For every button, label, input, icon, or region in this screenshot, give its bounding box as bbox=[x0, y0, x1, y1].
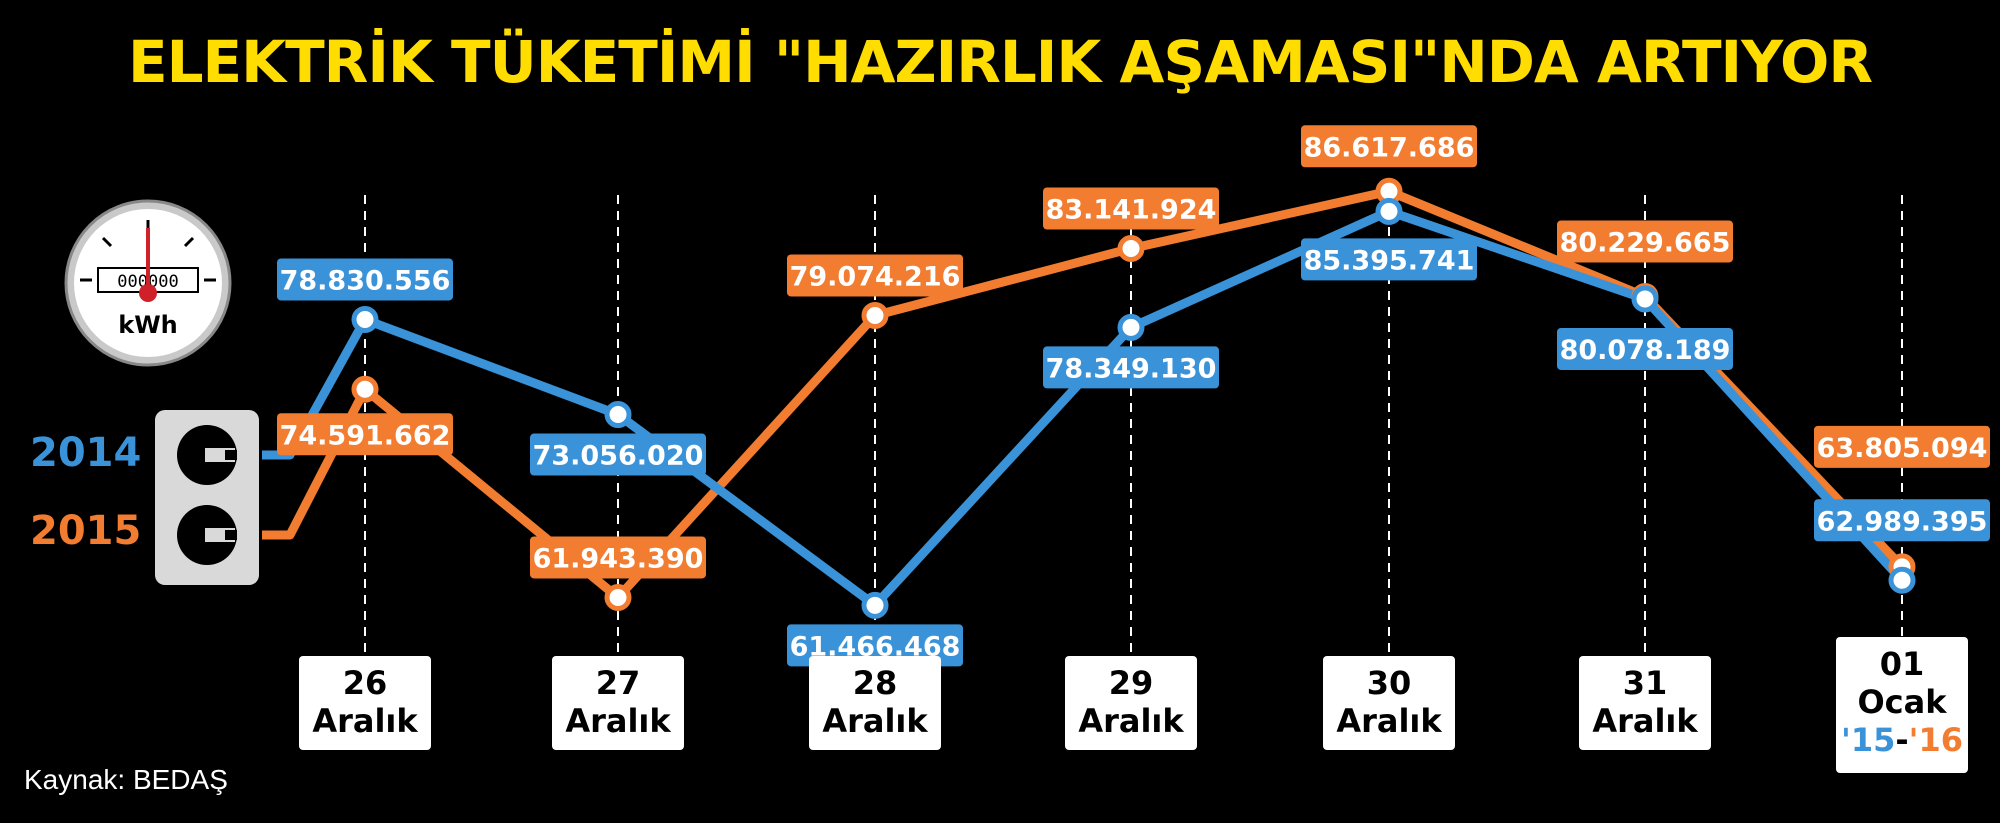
date-label: 01 Ocak '15-'16 bbox=[1836, 637, 1968, 773]
date-month: Aralık bbox=[1078, 702, 1184, 740]
data-label-2015: 80.229.665 bbox=[1557, 220, 1733, 263]
data-labels: 78.830.55673.056.02061.466.46878.349.130… bbox=[277, 125, 1990, 667]
svg-text:79.074.216: 79.074.216 bbox=[790, 261, 961, 292]
series-line-2014 bbox=[262, 206, 1906, 610]
data-label-2015: 79.074.216 bbox=[787, 254, 963, 297]
svg-text:78.349.130: 78.349.130 bbox=[1046, 353, 1217, 384]
date-label: 27 Aralık bbox=[552, 656, 684, 750]
date-label: 28 Aralık bbox=[809, 656, 941, 750]
data-label-2014: 62.989.395 bbox=[1814, 499, 1990, 542]
meter-unit: kWh bbox=[118, 311, 178, 339]
date-month: Ocak bbox=[1857, 683, 1947, 721]
electricity-meter-icon: 000000 kWh bbox=[64, 199, 232, 367]
svg-text:61.943.390: 61.943.390 bbox=[533, 543, 704, 574]
data-point-2015 bbox=[1117, 235, 1145, 263]
svg-text:78.830.556: 78.830.556 bbox=[280, 265, 451, 296]
svg-text:80.078.189: 80.078.189 bbox=[1560, 335, 1731, 366]
source-note: Kaynak: BEDAŞ bbox=[24, 764, 228, 795]
date-day: 27 bbox=[595, 664, 641, 702]
data-label-2015: 61.943.390 bbox=[530, 536, 706, 579]
data-label-2015: 83.141.924 bbox=[1043, 187, 1219, 230]
date-label: 31 Aralık bbox=[1579, 656, 1711, 750]
data-label-2014: 80.078.189 bbox=[1557, 327, 1733, 370]
data-point-2014 bbox=[604, 401, 632, 429]
svg-text:73.056.020: 73.056.020 bbox=[533, 441, 704, 472]
legend-2015: 2015 bbox=[30, 508, 142, 554]
date-label: 30 Aralık bbox=[1323, 656, 1455, 750]
data-label-2014: 73.056.020 bbox=[530, 433, 706, 476]
data-point-2015 bbox=[604, 583, 632, 611]
power-socket-icon bbox=[155, 410, 259, 585]
data-label-2015: 86.617.686 bbox=[1301, 125, 1477, 168]
legend-2014: 2014 bbox=[30, 430, 142, 476]
svg-text:85.395.741: 85.395.741 bbox=[1304, 245, 1475, 276]
date-month: Aralık bbox=[565, 702, 671, 740]
svg-text:74.591.662: 74.591.662 bbox=[280, 420, 451, 451]
chart-title: ELEKTRİK TÜKETİMİ "HAZIRLIK AŞAMASI"NDA … bbox=[127, 28, 1873, 96]
data-point-2014 bbox=[1375, 197, 1403, 225]
data-label-2014: 78.830.556 bbox=[277, 258, 453, 301]
data-label-2015: 63.805.094 bbox=[1814, 425, 1990, 468]
date-month: Aralık bbox=[312, 702, 418, 740]
date-label: 26 Aralık bbox=[299, 656, 431, 750]
data-label-2014: 85.395.741 bbox=[1301, 238, 1477, 281]
date-day: 26 bbox=[342, 664, 388, 702]
data-label-2014: 78.349.130 bbox=[1043, 346, 1219, 389]
data-point-2014 bbox=[1888, 566, 1916, 594]
data-point-2015 bbox=[861, 301, 889, 329]
data-point-2015 bbox=[351, 375, 379, 403]
svg-text:80.229.665: 80.229.665 bbox=[1560, 227, 1731, 258]
date-label: 29 Aralık bbox=[1065, 656, 1197, 750]
year-range: '15-'16 bbox=[1841, 721, 1963, 759]
date-month: Aralık bbox=[1336, 702, 1442, 740]
date-day: 31 bbox=[1622, 664, 1668, 702]
data-point-2014 bbox=[1631, 285, 1659, 313]
svg-text:63.805.094: 63.805.094 bbox=[1817, 433, 1988, 464]
data-label-2015: 74.591.662 bbox=[277, 413, 453, 456]
date-day: 28 bbox=[852, 664, 898, 702]
date-day: 01 bbox=[1879, 645, 1925, 683]
data-point-2014 bbox=[1117, 313, 1145, 341]
svg-text:62.989.395: 62.989.395 bbox=[1817, 506, 1988, 537]
series-markers bbox=[351, 177, 1916, 619]
svg-text:86.617.686: 86.617.686 bbox=[1304, 132, 1475, 163]
data-point-2014 bbox=[861, 591, 889, 619]
data-point-2014 bbox=[351, 305, 379, 333]
date-month: Aralık bbox=[1592, 702, 1698, 740]
date-day: 30 bbox=[1366, 664, 1412, 702]
date-month: Aralık bbox=[822, 702, 928, 740]
svg-text:83.141.924: 83.141.924 bbox=[1046, 195, 1217, 226]
date-day: 29 bbox=[1108, 664, 1154, 702]
date-guide-lines bbox=[364, 195, 1903, 655]
